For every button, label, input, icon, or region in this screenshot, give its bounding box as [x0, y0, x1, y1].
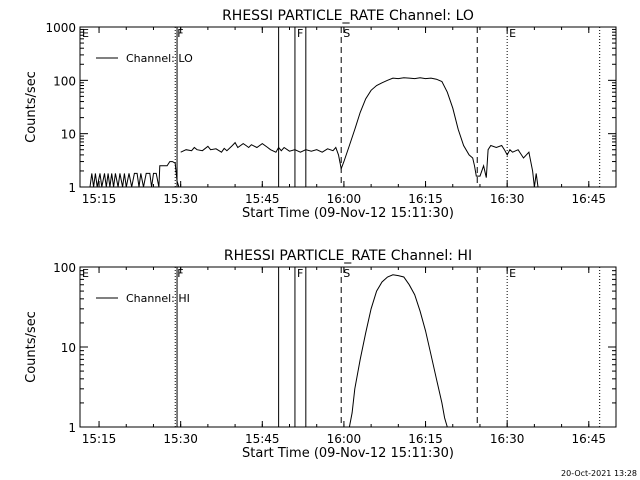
x-tick-label: 16:00 [327, 432, 362, 446]
y-tick-label: 10 [61, 128, 76, 142]
y-axis-label: Counts/sec [24, 71, 39, 143]
chart-title: RHESSI PARTICLE_RATE Channel: HI [224, 248, 472, 264]
chart-title: RHESSI PARTICLE_RATE Channel: LO [222, 8, 474, 24]
x-axis-label: Start Time (09-Nov-12 15:11:30) [242, 446, 454, 461]
x-axis-label: Start Time (09-Nov-12 15:11:30) [242, 206, 454, 221]
footer-timestamp: 20-Oct-2021 13:28 [561, 469, 637, 478]
plot-frame [79, 26, 617, 188]
y-tick-label: 1000 [45, 21, 76, 35]
x-tick-label: 16:00 [327, 192, 362, 206]
x-tick-label: 16:15 [408, 432, 443, 446]
series-line [180, 77, 539, 188]
event-marker-label: F [297, 27, 303, 40]
y-tick-label: 1 [68, 181, 76, 195]
chart-0: RHESSI PARTICLE_RATE Channel: LO 15:15 15:… [24, 8, 617, 221]
event-marker-label: E [82, 27, 89, 40]
x-tick-label: 15:45 [245, 192, 280, 206]
event-marker-label: E [509, 27, 516, 40]
event-marker-label: E [82, 267, 89, 280]
y-axis-label: Counts/sec [24, 311, 39, 383]
event-marker-label: E [509, 267, 516, 280]
chart-1: RHESSI PARTICLE_RATE Channel: HI 15:15 15:… [24, 248, 617, 461]
legend-label: Channel: HI [126, 292, 190, 305]
x-tick-label: 16:45 [571, 192, 606, 206]
y-tick-label: 100 [53, 261, 76, 275]
x-tick-label: 16:45 [571, 432, 606, 446]
x-tick-label: 16:30 [490, 192, 525, 206]
x-tick-label: 15:15 [82, 432, 117, 446]
event-marker-label: F [297, 267, 303, 280]
x-tick-label: 15:15 [82, 192, 117, 206]
x-tick-label: 15:30 [163, 432, 198, 446]
y-tick-label: 10 [61, 341, 76, 355]
x-tick-label: 15:45 [245, 432, 280, 446]
x-tick-label: 16:15 [408, 192, 443, 206]
legend-label: Channel: LO [126, 52, 193, 65]
y-tick-label: 100 [53, 74, 76, 88]
event-marker-label: F [177, 27, 183, 40]
series-line [348, 274, 448, 428]
event-marker-label: F [177, 267, 183, 280]
x-tick-label: 15:30 [163, 192, 198, 206]
x-tick-label: 16:30 [490, 432, 525, 446]
series-line [89, 161, 180, 188]
event-marker-label: S [343, 27, 350, 40]
y-tick-label: 1 [68, 421, 76, 435]
plot-frame [79, 266, 617, 428]
event-marker-label: S [343, 267, 350, 280]
